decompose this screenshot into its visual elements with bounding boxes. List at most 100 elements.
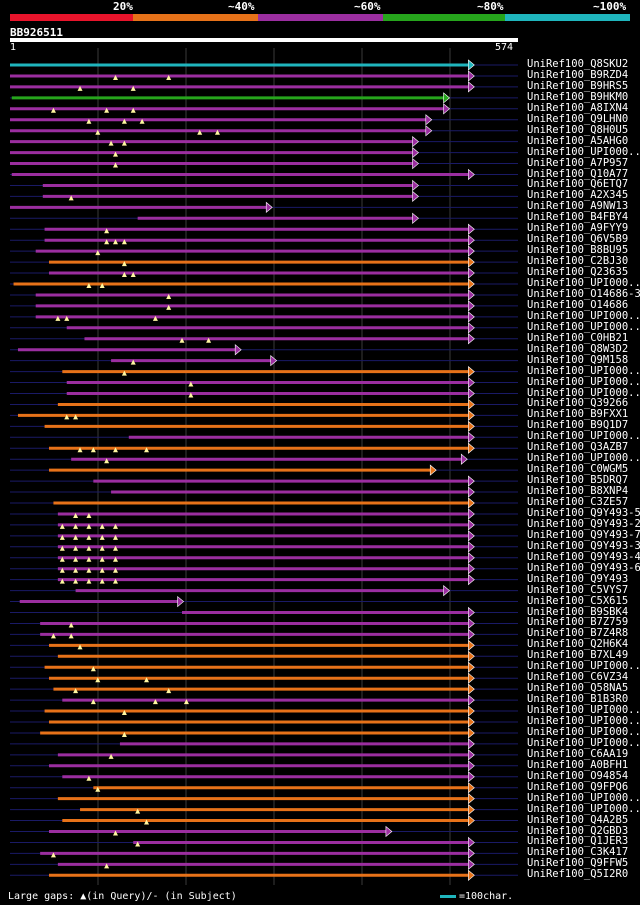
hit-label-link[interactable]: UniRef100_A9FYY9 (527, 222, 629, 235)
query-gap-marker (73, 688, 79, 694)
query-gap-marker (121, 118, 127, 124)
query-gap-marker (113, 74, 119, 80)
hit-label-link[interactable]: UniRef100_UPI000.. (527, 145, 640, 158)
hit-label-link[interactable]: UniRef100_A7P957 (527, 156, 629, 169)
query-gap-marker (86, 578, 92, 584)
hit-label-link[interactable]: UniRef100_Q2GBD3 (527, 824, 629, 837)
hit-label-link[interactable]: UniRef100_A0BFH1 (527, 758, 629, 771)
hit-label-link[interactable]: UniRef100_B9RZD4 (527, 68, 629, 81)
query-gap-marker (86, 523, 92, 529)
hit-label-link[interactable]: UniRef100_Q23635 (527, 266, 629, 279)
query-gap-marker (113, 162, 119, 168)
hit-label-link[interactable]: UniRef100_Q9FFW5 (527, 857, 629, 870)
hit-label-link[interactable]: UniRef100_B4FBY4 (527, 211, 629, 224)
hit-label-link[interactable]: UniRef100_C6AA19 (527, 747, 629, 760)
hit-label-link[interactable]: UniRef100_A8IXN4 (527, 101, 629, 114)
hit-label-link[interactable]: UniRef100_Q9Y493-7 (527, 528, 640, 541)
query-gap-marker (183, 699, 189, 705)
hit-label-link[interactable]: UniRef100_UPI000.. (527, 320, 640, 333)
hit-label-link[interactable]: UniRef100_Q9Y493-6 (527, 561, 640, 574)
hit-label-link[interactable]: UniRef100_O94854 (527, 769, 629, 782)
hit-label-link[interactable]: UniRef100_Q1JER3 (527, 835, 629, 848)
hit-label-link[interactable]: UniRef100_C5VYS7 (527, 583, 629, 596)
hit-label-link[interactable]: UniRef100_B9FXX1 (527, 408, 629, 421)
query-gap-marker (55, 315, 61, 321)
hit-label-link[interactable]: UniRef100_Q3AZB7 (527, 441, 629, 454)
hit-label-link[interactable]: UniRef100_B1B3R0 (527, 693, 629, 706)
hit-label-link[interactable]: UniRef100_UPI000.. (527, 309, 640, 322)
hit-label-link[interactable]: UniRef100_UPI000.. (527, 386, 640, 399)
query-gap-marker (73, 556, 79, 562)
hit-label-link[interactable]: UniRef100_Q10A77 (527, 167, 629, 180)
hit-label-link[interactable]: UniRef100_UPI000.. (527, 725, 640, 738)
hit-label-link[interactable]: UniRef100_C2BJ30 (527, 255, 629, 268)
hit-label-link[interactable]: UniRef100_Q4A2B5 (527, 813, 629, 826)
hit-label-link[interactable]: UniRef100_UPI000.. (527, 660, 640, 673)
hit-label-link[interactable]: UniRef100_C5X615 (527, 594, 629, 607)
hit-label-link[interactable]: UniRef100_B8BU95 (527, 244, 629, 257)
hit-end-arrow (412, 136, 419, 148)
hit-label-link[interactable]: UniRef100_C0WGM5 (527, 463, 629, 476)
hit-label-link[interactable]: UniRef100_UPI000.. (527, 430, 640, 443)
hit-label-link[interactable]: UniRef100_Q8SKU2 (527, 58, 629, 70)
query-gap-marker (188, 381, 194, 387)
query-gap-marker (50, 852, 56, 858)
query-gap-marker (64, 315, 70, 321)
query-gap-marker (77, 85, 83, 91)
hit-label-link[interactable]: UniRef100_Q58NA5 (527, 682, 629, 695)
hit-label-link[interactable]: UniRef100_C3K417 (527, 846, 629, 859)
query-gap-marker (214, 129, 220, 135)
hit-label-link[interactable]: UniRef100_Q9Y493-3 (527, 539, 640, 552)
hit-label-link[interactable]: UniRef100_Q5I2R0 (527, 868, 629, 881)
hit-label-link[interactable]: UniRef100_B8XNP4 (527, 485, 629, 498)
hit-label-link[interactable]: UniRef100_O14686-3 (527, 287, 640, 300)
hit-label-link[interactable]: UniRef100_A2X345 (527, 189, 629, 202)
hit-label-link[interactable]: UniRef100_B9SBK4 (527, 605, 629, 618)
hit-label-link[interactable]: UniRef100_B7Z4R8 (527, 627, 629, 640)
hit-label-link[interactable]: UniRef100_UPI000.. (527, 364, 640, 377)
hit-label-link[interactable]: UniRef100_Q6V5B9 (527, 233, 629, 246)
hit-label-link[interactable]: UniRef100_UPI000.. (527, 736, 640, 749)
hit-label-link[interactable]: UniRef100_C3ZE57 (527, 496, 629, 508)
hit-label-link[interactable]: UniRef100_C0HB21 (527, 331, 629, 344)
query-gap-marker (104, 458, 110, 464)
hit-label-link[interactable]: UniRef100_O14686 (527, 298, 629, 311)
hit-label-link[interactable]: UniRef100_Q2H6K4 (527, 638, 629, 651)
hit-label-link[interactable]: UniRef100_Q9M158 (527, 353, 629, 366)
hit-end-arrow (270, 355, 278, 367)
hit-label-link[interactable]: UniRef100_Q39266 (527, 397, 629, 410)
hit-label-link[interactable]: UniRef100_C6VZ34 (527, 671, 629, 684)
hit-label-link[interactable]: UniRef100_Q9Y493-4 (527, 550, 640, 563)
hit-label-link[interactable]: UniRef100_Q9Y493-2 (527, 517, 640, 530)
hit-label-link[interactable]: UniRef100_Q9Y493 (527, 572, 629, 585)
hit-label-link[interactable]: UniRef100_UPI000.. (527, 791, 640, 804)
hit-end-arrow (468, 858, 475, 870)
hit-label-link[interactable]: UniRef100_Q9Y493-5 (527, 506, 640, 519)
hit-label-link[interactable]: UniRef100_UPI000.. (527, 704, 640, 717)
hit-label-link[interactable]: UniRef100_UPI000.. (527, 277, 640, 289)
hit-label-link[interactable]: UniRef100_A9NW13 (527, 200, 629, 213)
hit-label-link[interactable]: UniRef100_Q6ETQ7 (527, 178, 629, 191)
hit-label-link[interactable]: UniRef100_Q8H0U5 (527, 123, 629, 136)
query-gap-marker (121, 140, 127, 146)
hit-label-link[interactable]: UniRef100_B9Q1D7 (527, 419, 629, 432)
query-gap-marker (135, 808, 141, 814)
hit-label-link[interactable]: UniRef100_Q9LHN0 (527, 112, 629, 125)
hit-label-link[interactable]: UniRef100_B9HKM0 (527, 90, 629, 103)
query-gap-marker (77, 644, 83, 650)
hit-label-link[interactable]: UniRef100_B7XL49 (527, 649, 629, 662)
hit-label-link[interactable]: UniRef100_UPI000.. (527, 802, 640, 815)
hit-label-link[interactable]: UniRef100_Q8W3D2 (527, 342, 629, 355)
hit-label-link[interactable]: UniRef100_B7Z759 (527, 616, 629, 629)
hit-label-link[interactable]: UniRef100_B5DRQ7 (527, 474, 629, 487)
hit-label-link[interactable]: UniRef100_UPI000.. (527, 715, 640, 727)
hit-end-arrow (468, 431, 475, 443)
hit-end-arrow (443, 103, 450, 115)
hit-label-link[interactable]: UniRef100_B9HRS5 (527, 79, 629, 92)
hit-label-link[interactable]: UniRef100_Q9FPQ6 (527, 780, 629, 793)
query-gap-marker (86, 534, 92, 540)
hit-end-arrow (468, 650, 475, 662)
hit-label-link[interactable]: UniRef100_UPI000.. (527, 375, 640, 388)
hit-label-link[interactable]: UniRef100_UPI000.. (527, 452, 640, 465)
hit-label-link[interactable]: UniRef100_A5AHG0 (527, 134, 629, 147)
